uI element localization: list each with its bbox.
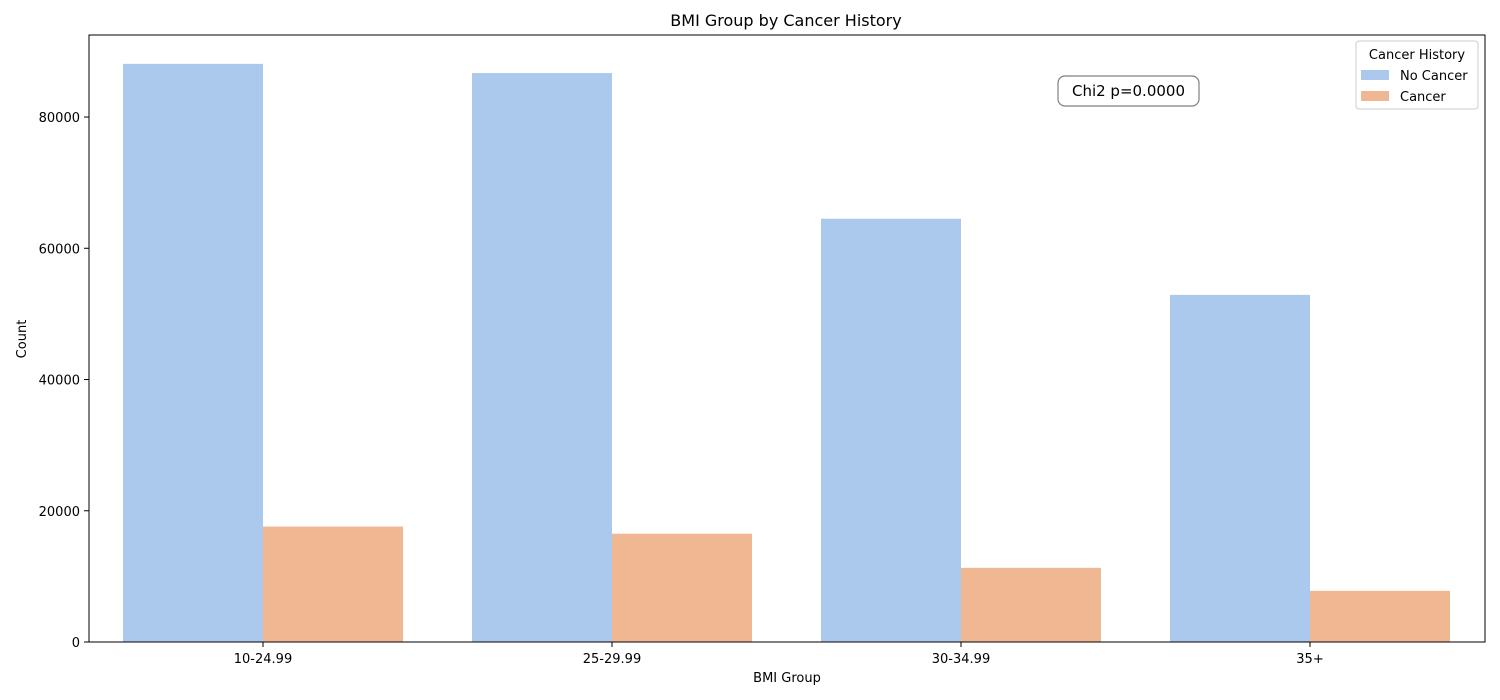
- plot-frame: [88, 34, 1486, 643]
- legend: Cancer History No Cancer Cancer: [1355, 40, 1479, 110]
- legend-swatch-no-cancer: [1361, 70, 1389, 80]
- x-axis: 10-24.99 25-29.99 30-34.99 35+: [234, 642, 1324, 667]
- legend-label-no-cancer: No Cancer: [1400, 69, 1468, 84]
- x-tick-label: 25-29.99: [583, 652, 641, 667]
- bar-no-cancer-4: [1170, 294, 1310, 642]
- y-tick-label: 40000: [39, 374, 80, 389]
- legend-entries: No Cancer Cancer: [1361, 69, 1468, 105]
- x-tick-label: 30-34.99: [932, 652, 990, 667]
- bar-no-cancer-3: [821, 218, 961, 642]
- chart-title: BMI Group by Cancer History: [670, 11, 901, 30]
- y-tick-label: 20000: [39, 505, 80, 520]
- legend-title: Cancer History: [1369, 48, 1465, 63]
- y-axis-label: Count: [15, 320, 30, 359]
- legend-label-cancer: Cancer: [1400, 90, 1446, 105]
- y-axis: 0 20000 40000 60000 80000: [39, 111, 89, 651]
- bar-cancer-1: [263, 526, 403, 642]
- chi2-annotation: Chi2 p=0.0000: [1057, 75, 1200, 107]
- bar-no-cancer-1: [123, 63, 263, 642]
- x-axis-label: BMI Group: [753, 671, 821, 686]
- annotation-text: Chi2 p=0.0000: [1072, 82, 1185, 100]
- legend-swatch-cancer: [1361, 91, 1389, 101]
- bar-no-cancer-2: [472, 73, 612, 642]
- annotation-box: [1057, 75, 1200, 107]
- bar-cancer-3: [961, 567, 1101, 642]
- y-tick-label: 80000: [39, 111, 80, 126]
- bar-cancer-2: [612, 533, 752, 642]
- bars-group: [123, 63, 1450, 642]
- y-tick-label: 0: [72, 636, 80, 651]
- x-tick-label: 35+: [1296, 652, 1323, 667]
- bar-cancer-4: [1310, 590, 1450, 642]
- y-tick-label: 60000: [39, 242, 80, 257]
- x-tick-label: 10-24.99: [234, 652, 292, 667]
